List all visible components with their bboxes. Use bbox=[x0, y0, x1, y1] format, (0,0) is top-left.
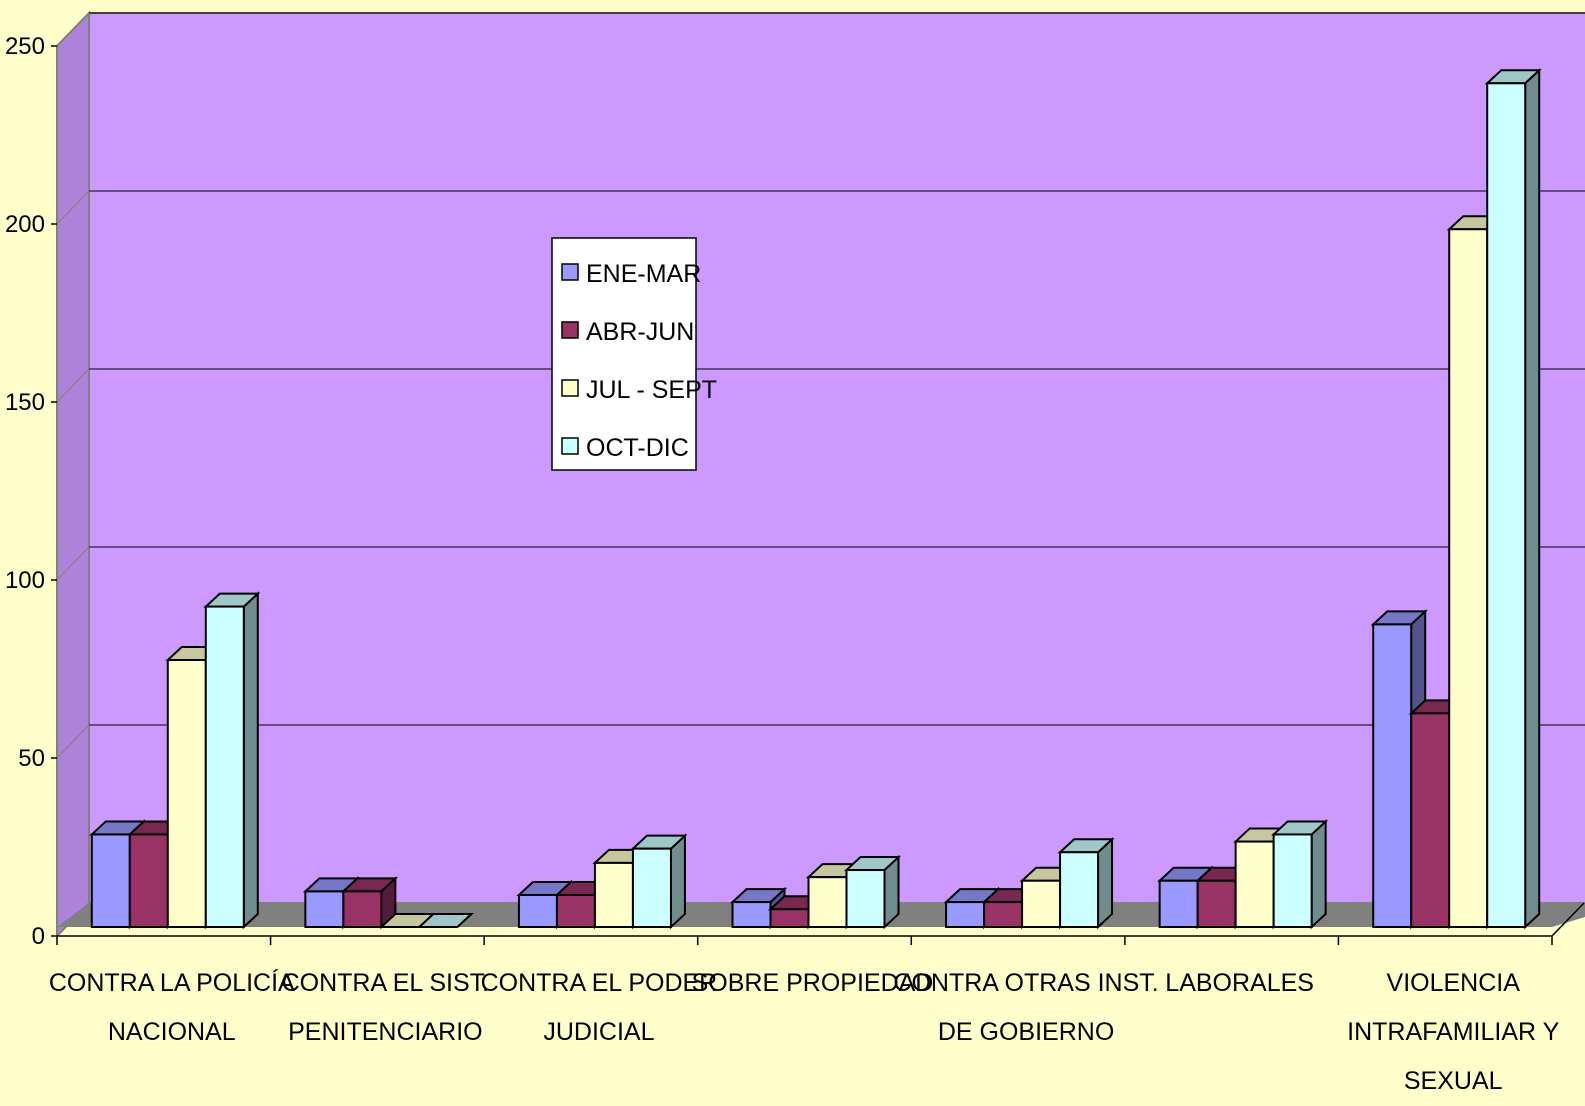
bar-front bbox=[1059, 851, 1100, 928]
bar-front bbox=[1448, 228, 1489, 929]
bar-front bbox=[807, 876, 848, 928]
x-category-label: VIOLENCIA bbox=[1387, 969, 1521, 997]
bar-side bbox=[1310, 819, 1327, 930]
bar bbox=[1271, 819, 1329, 930]
bar bbox=[340, 876, 398, 930]
legend-label: JUL - SEPT bbox=[586, 376, 717, 404]
y-tick-label: 50 bbox=[18, 745, 45, 772]
bar-front bbox=[555, 893, 596, 929]
gridline-depth bbox=[56, 12, 90, 47]
bar-front bbox=[1158, 879, 1199, 928]
y-tick-label: 100 bbox=[5, 567, 45, 594]
legend-label: OCT-DIC bbox=[586, 434, 689, 462]
x-category-label: SEXUAL bbox=[1404, 1067, 1503, 1095]
gridline-depth bbox=[56, 368, 90, 403]
gridline-depth bbox=[56, 724, 90, 759]
x-category-label: CONTRA EL SIST. bbox=[282, 969, 489, 997]
bar-front bbox=[1410, 712, 1451, 929]
gridlines bbox=[56, 12, 1585, 937]
legend-swatch bbox=[561, 321, 579, 339]
plot-wall bbox=[56, 10, 1585, 939]
bar-front bbox=[983, 901, 1024, 929]
bar-front bbox=[204, 605, 245, 928]
legend: ENE-MAR ABR-JUN JUL - SEPT OCT-DIC bbox=[551, 237, 717, 471]
bar-front bbox=[166, 659, 207, 928]
axis-labels: 0 50 100 150 200 250 CONTRA LA POLICÍA NACIONAL… bbox=[5, 33, 1560, 1095]
back-wall bbox=[88, 12, 1585, 904]
x-category-label: INTRAFAMILIAR Y bbox=[1347, 1018, 1559, 1046]
bar-front bbox=[1021, 879, 1062, 928]
bar-side bbox=[1524, 67, 1541, 930]
legend-swatch bbox=[561, 437, 579, 455]
bar-front bbox=[845, 869, 886, 928]
bar-front bbox=[593, 861, 634, 928]
legend-label: ENE-MAR bbox=[586, 260, 701, 288]
y-tick-label: 200 bbox=[5, 211, 45, 238]
legend-swatch bbox=[561, 379, 579, 397]
x-category-label: NACIONAL bbox=[108, 1018, 236, 1046]
x-category-label: SOBRE PROPIEDAD bbox=[692, 969, 934, 997]
x-category-label: CONTRA OTRAS INST. bbox=[893, 969, 1158, 997]
x-axis-depth bbox=[1551, 902, 1585, 937]
x-category-label: PENITENCIARIO bbox=[288, 1018, 482, 1046]
bar-front bbox=[1372, 623, 1413, 929]
side-wall bbox=[56, 10, 90, 939]
bar bbox=[203, 591, 261, 930]
bars bbox=[89, 67, 1542, 930]
x-category-label: CONTRA LA POLICÍA bbox=[49, 968, 295, 997]
bar-front bbox=[517, 893, 558, 929]
bar-front bbox=[769, 908, 810, 929]
bar-side bbox=[669, 833, 686, 930]
bar-front bbox=[128, 833, 169, 928]
y-tick-label: 150 bbox=[5, 389, 45, 416]
bar bbox=[1484, 67, 1542, 930]
legend-swatch bbox=[561, 263, 579, 281]
bar-front bbox=[304, 890, 345, 929]
x-category-label: LABORALES bbox=[1165, 969, 1314, 997]
y-tick-label: 0 bbox=[32, 923, 45, 950]
bar-front bbox=[342, 890, 383, 929]
bar-front bbox=[1486, 82, 1527, 928]
bar bbox=[1057, 836, 1115, 930]
bar-front bbox=[731, 901, 772, 929]
bar bbox=[630, 833, 688, 930]
bar-front bbox=[945, 901, 986, 929]
bar-front bbox=[1196, 879, 1237, 928]
x-category-label: DE GOBIERNO bbox=[938, 1018, 1114, 1046]
gridline-depth bbox=[56, 546, 90, 581]
bar-front bbox=[90, 833, 131, 928]
x-category-label: JUDICIAL bbox=[543, 1018, 654, 1046]
gridline-depth bbox=[56, 190, 90, 225]
legend-label: ABR-JUN bbox=[586, 318, 694, 346]
bar-top bbox=[416, 913, 474, 928]
axes bbox=[51, 45, 1585, 945]
bar-side bbox=[242, 591, 259, 930]
bar bbox=[416, 913, 474, 928]
bar bbox=[843, 854, 902, 930]
bar-front bbox=[1234, 840, 1275, 928]
bar-front bbox=[631, 847, 672, 928]
bar-side bbox=[1097, 836, 1114, 930]
bar-front bbox=[1272, 833, 1313, 928]
y-tick-label: 250 bbox=[5, 33, 45, 60]
x-category-label: CONTRA EL PODER bbox=[481, 969, 718, 997]
